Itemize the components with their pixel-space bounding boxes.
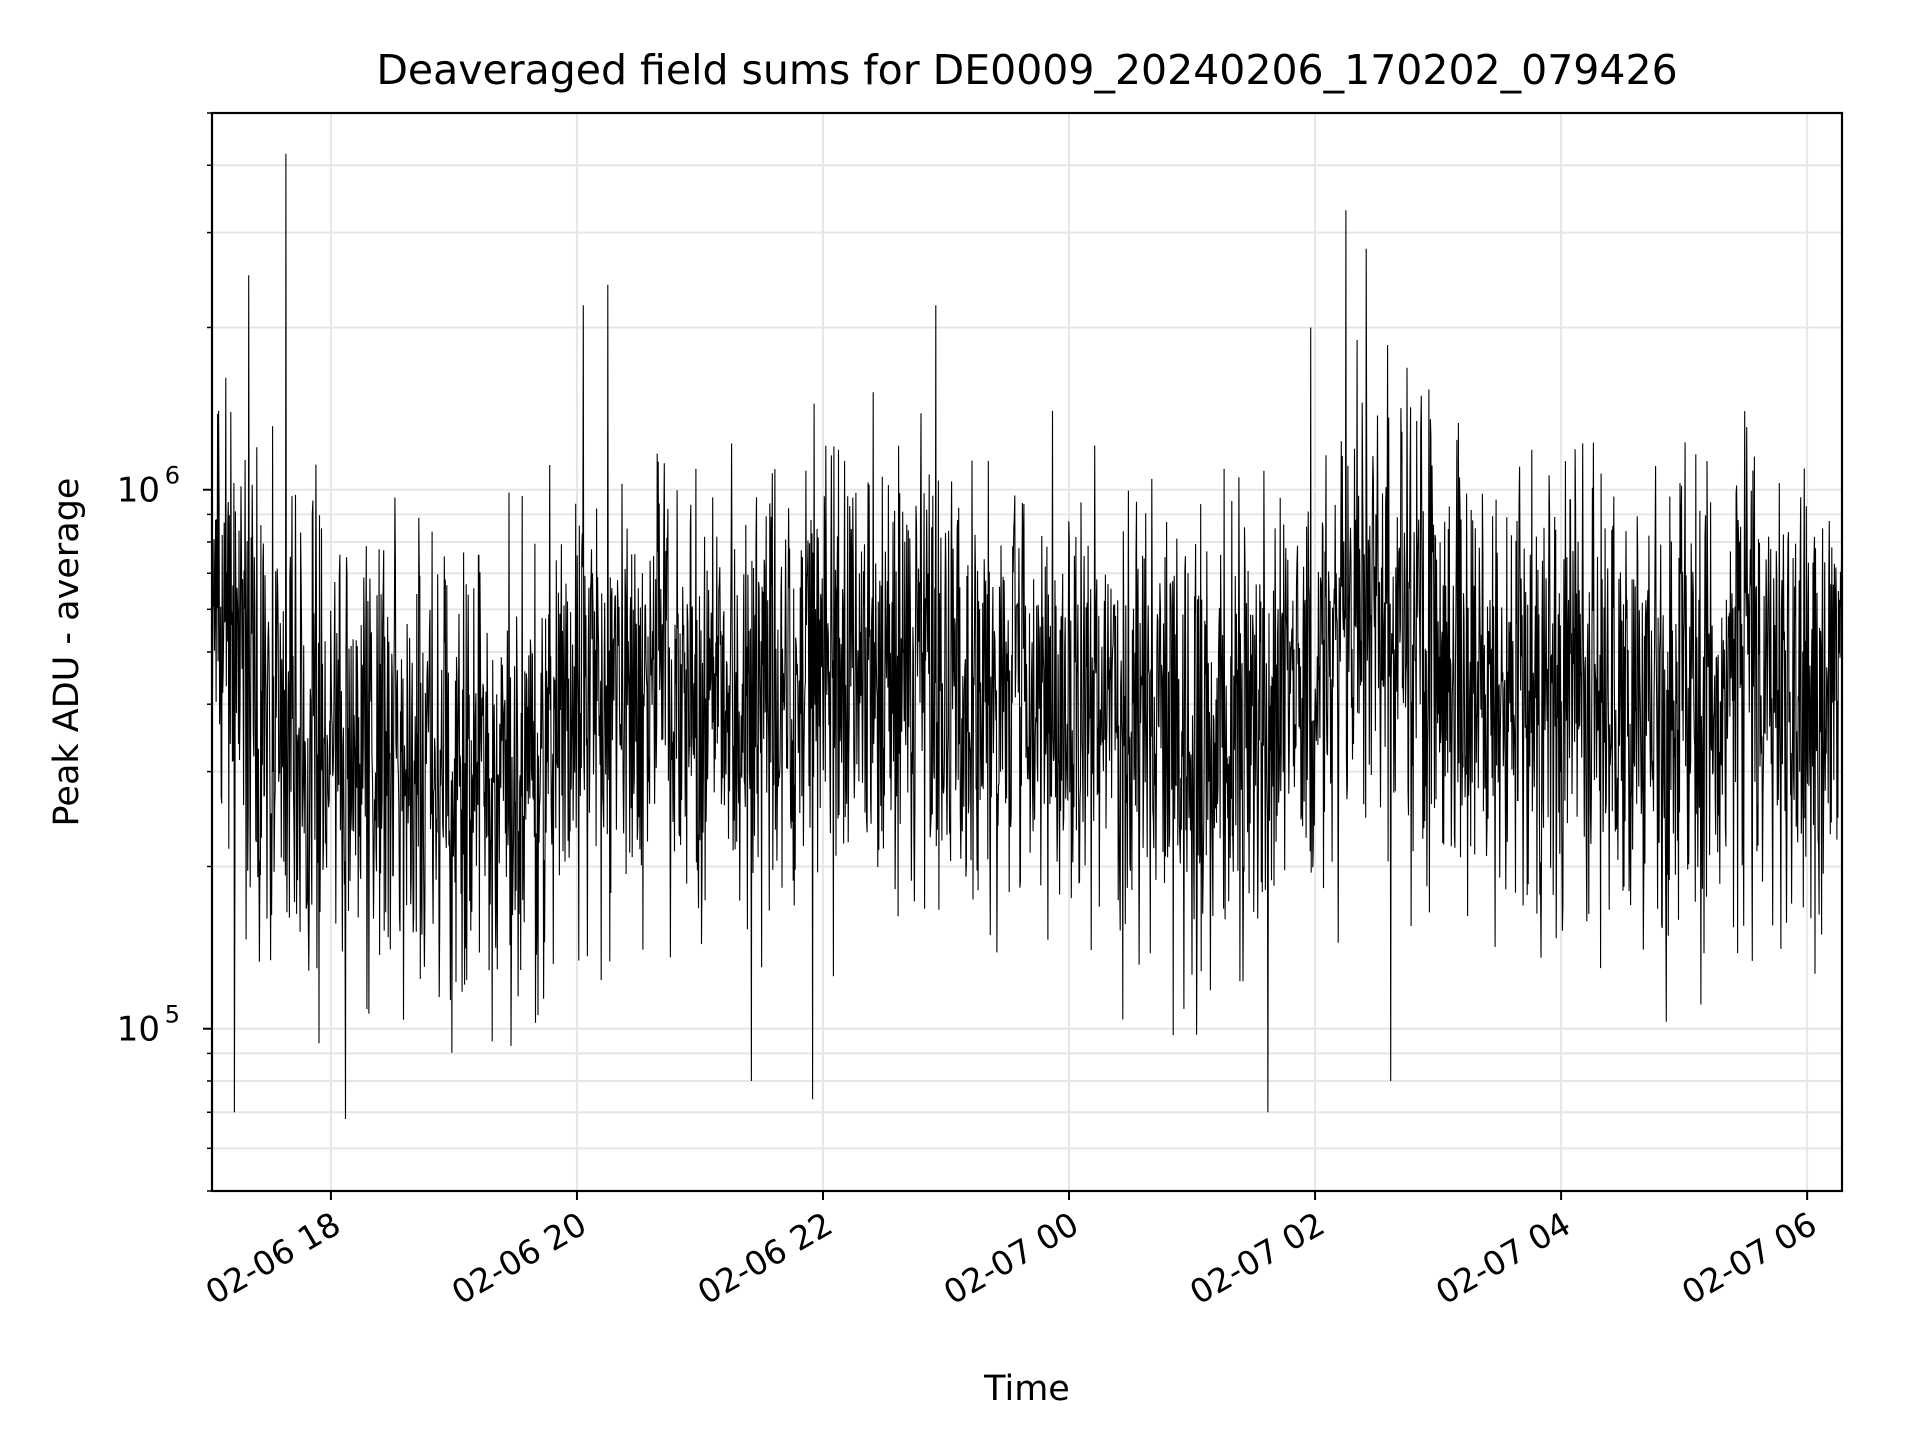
y-tick-label: 10 [117, 1010, 160, 1050]
x-tick-label: 02-07 02 [1183, 1204, 1331, 1312]
x-axis-label: Time [983, 1369, 1070, 1409]
x-tick-label: 02-07 04 [1429, 1204, 1577, 1312]
data-line [211, 153, 1843, 1120]
x-tick-label: 02-07 00 [937, 1204, 1085, 1312]
x-tick-label: 02-06 18 [199, 1204, 347, 1312]
chart-title: Deaveraged field sums for DE0009_2024020… [376, 46, 1677, 94]
series-line [211, 153, 1843, 1120]
x-tick-label: 02-06 22 [691, 1204, 839, 1312]
x-tick-label: 02-06 20 [445, 1204, 593, 1312]
y-tick-exponent: 6 [165, 462, 180, 490]
y-tick-label: 10 [117, 471, 160, 511]
y-tick-exponent: 5 [165, 1001, 180, 1029]
x-tick-label: 02-07 06 [1675, 1204, 1823, 1312]
y-axis-label: Peak ADU - average [47, 478, 87, 827]
